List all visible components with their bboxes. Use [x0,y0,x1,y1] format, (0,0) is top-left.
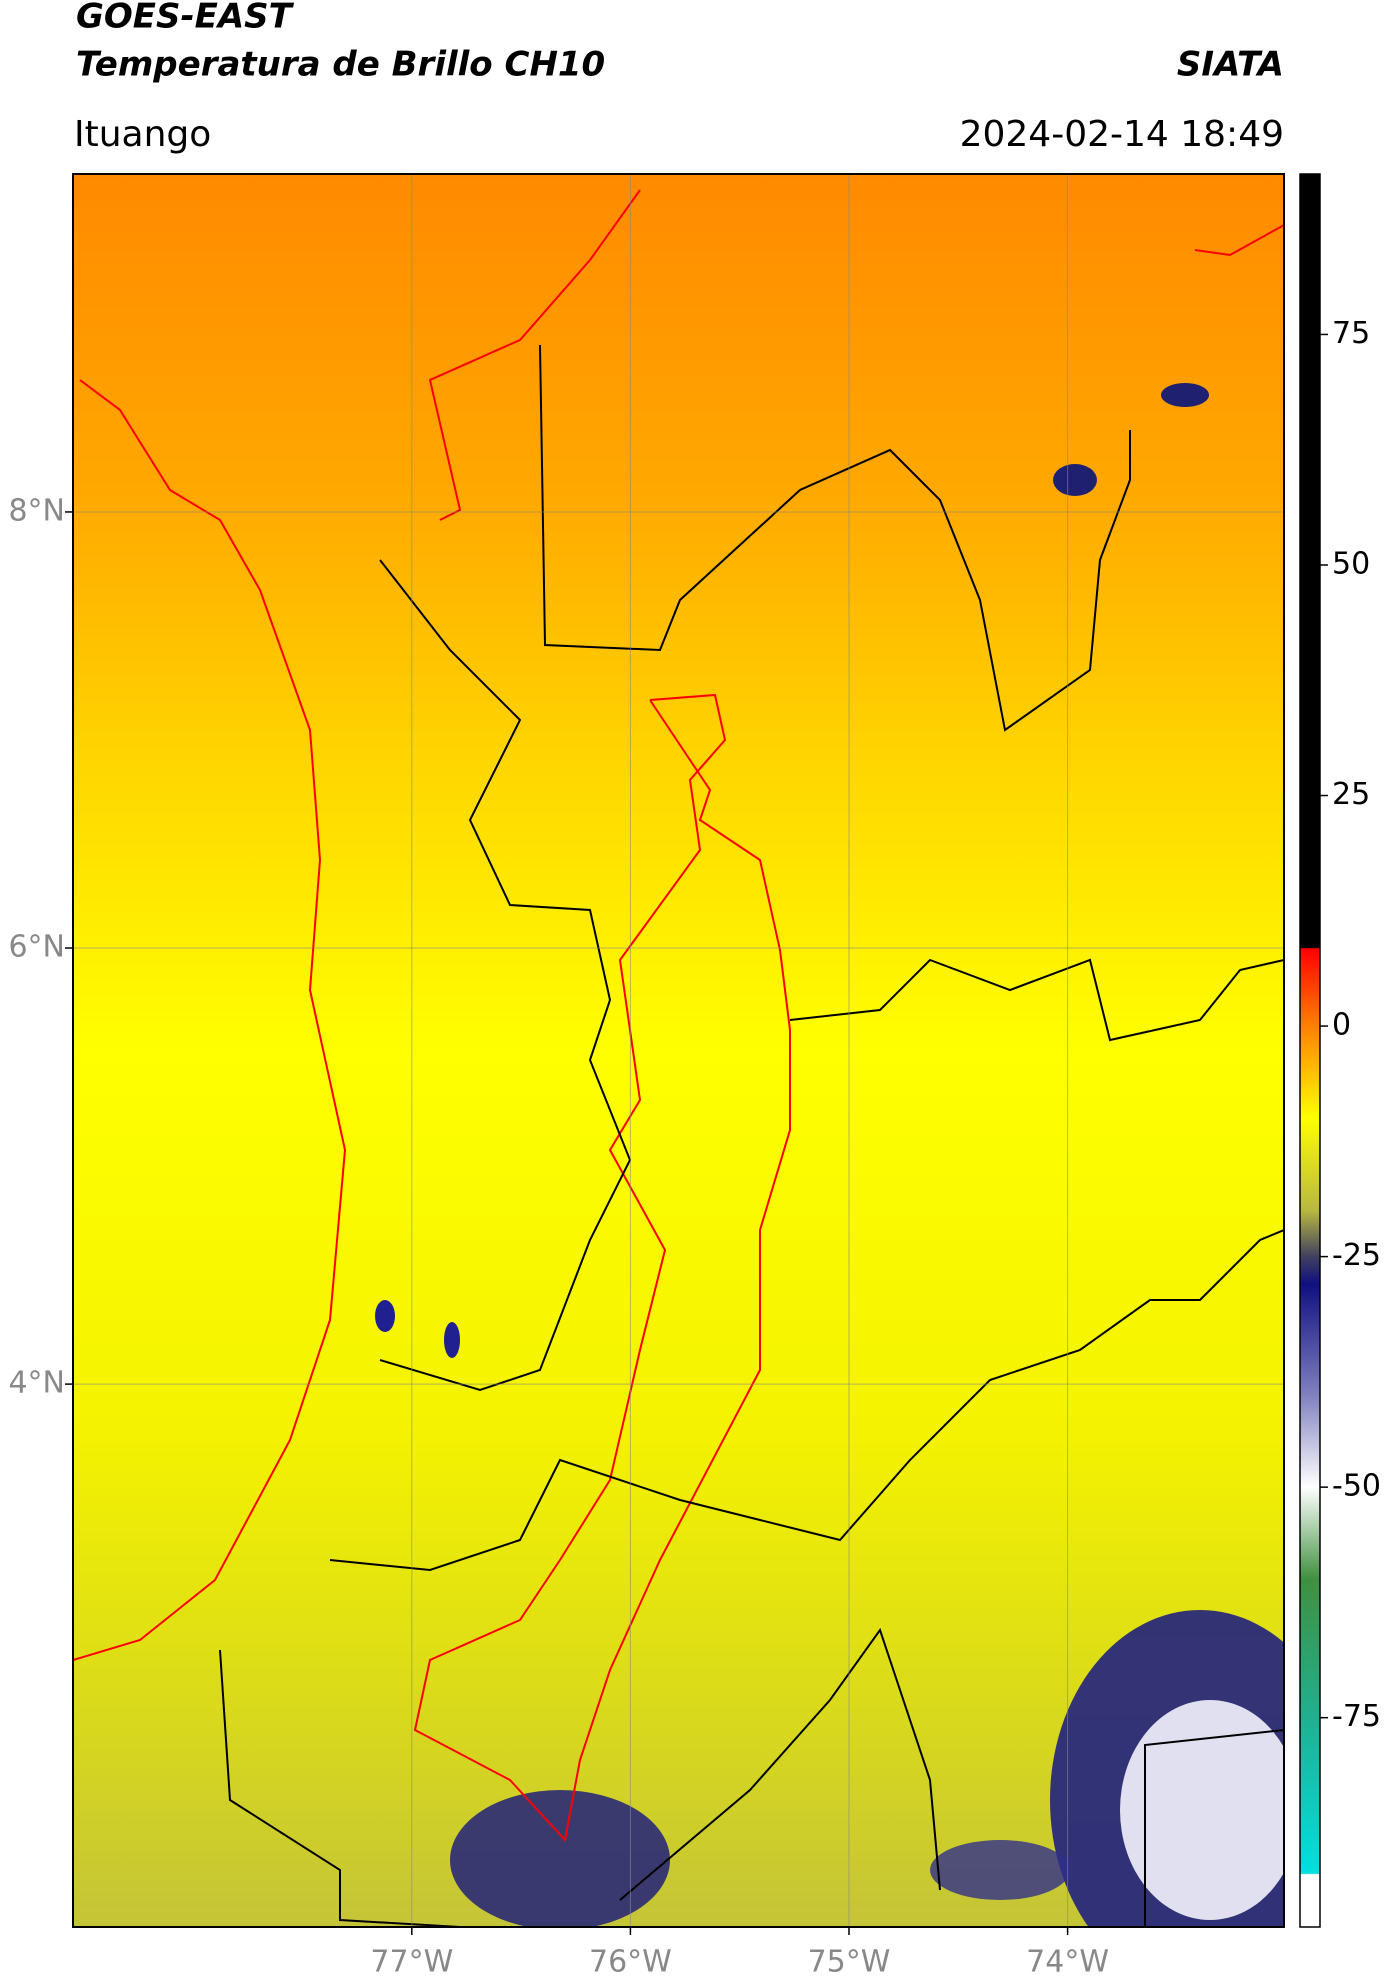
cloud [450,1790,670,1927]
colorbar-tick-label: -75 [1332,1699,1381,1734]
x-tick-label: 74°W [1026,1945,1109,1980]
coastline [1194,224,1284,257]
colorbar-tick-label: -25 [1332,1238,1381,1273]
colorbar-tick-label: 75 [1332,316,1370,351]
source: SIATA [1177,45,1284,85]
grid [73,174,1284,1927]
region-border [413,693,791,1843]
cloud [444,1322,460,1358]
colorbar [1299,173,1321,1928]
subtitle: Temperatura de Brillo CH10 [76,45,605,85]
title: GOES-EAST [76,0,295,37]
cloud [930,1840,1070,1900]
colorbar-tick-label: -50 [1332,1469,1381,1504]
department-border [329,1229,1284,1572]
colorbar-tick-label: 0 [1332,1008,1351,1043]
y-tick-label: 8°N [8,493,65,528]
cloud [375,1300,395,1332]
place: Ituango [74,114,211,155]
department-border [379,559,632,1392]
department-border [539,344,1131,732]
y-tick-label: 4°N [8,1366,65,1401]
datetime: 2024-02-14 18:49 [960,114,1284,155]
cloud [1161,383,1209,407]
map-image [73,174,1284,1927]
department-border [619,1627,941,1901]
map-frame [72,173,1285,1928]
y-tick-label: 6°N [8,930,65,965]
colorbar-tick-label: 25 [1332,777,1370,812]
department-border [1144,1729,1284,1927]
x-tick-label: 76°W [589,1945,672,1980]
colorbar-tick-label: 50 [1332,546,1370,581]
coastline [73,379,347,1661]
department-border [219,1649,461,1927]
x-tick-label: 77°W [370,1945,453,1980]
cloud [1120,1700,1284,1920]
department-border [789,958,1284,1042]
x-tick-label: 75°W [808,1945,891,1980]
cloud [1053,464,1097,496]
